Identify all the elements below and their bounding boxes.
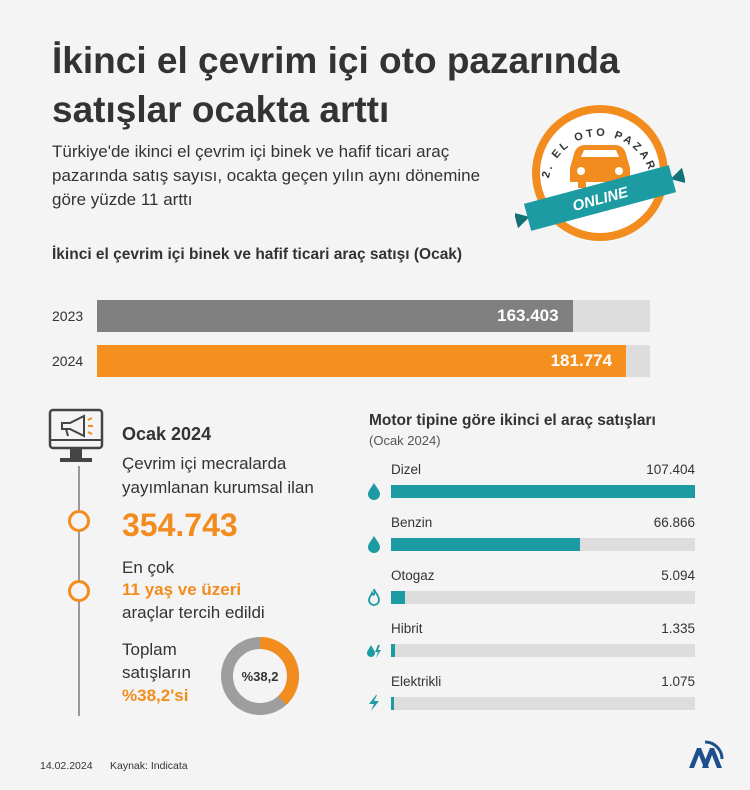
year-label-2024: 2024	[52, 353, 84, 369]
motor-label-0: Dizel	[391, 462, 422, 477]
hybrid-icon	[366, 641, 382, 659]
footer-date: 14.02.2024	[40, 760, 93, 772]
motor-bar-1	[391, 538, 581, 551]
timeline-dot-1	[68, 510, 90, 532]
motor-bar-track-0	[391, 485, 695, 498]
motor-value-4: 1.075	[661, 674, 695, 689]
motor-bar-4	[391, 697, 395, 710]
online-car-market-badge: 2. EL OTO PAZARI ONLINE	[515, 105, 685, 241]
motor-bar-3	[391, 644, 395, 657]
year-bar-track-2024: 181.774	[97, 345, 650, 377]
timeline-dot-2	[68, 580, 90, 602]
toplam-text-3: %38,2'si	[122, 686, 189, 705]
motor-chart-subtitle: (Ocak 2024)	[369, 433, 441, 448]
ilan-text: Çevrim içi mecralarda yayımlanan kurumsa…	[122, 454, 314, 497]
year-value-2024: 181.774	[550, 351, 613, 370]
page-subtitle: Türkiye'de ikinci el çevrim içi binek ve…	[52, 142, 481, 209]
encok-text-3: araçlar tercih edildi	[122, 603, 265, 622]
footer-source: Kaynak: Indicata	[110, 760, 188, 772]
motor-value-2: 5.094	[661, 568, 695, 583]
motor-label-2: Otogaz	[391, 568, 435, 583]
year-chart-title: İkinci el çevrim içi binek ve hafif tica…	[52, 246, 463, 263]
car-icon	[570, 145, 630, 188]
drop-icon	[366, 482, 382, 500]
year-bar-2023: 163.403	[97, 300, 573, 332]
year-bar-track-2023: 163.403	[97, 300, 650, 332]
encok-text-1: En çok	[122, 558, 174, 577]
title-line-1: İkinci el çevrim içi oto pazarında	[52, 40, 620, 81]
toplam-text-1: Toplam	[122, 640, 177, 659]
page-title: İkinci el çevrim içi oto pazarında satış…	[52, 36, 692, 134]
motor-value-0: 107.404	[646, 462, 695, 477]
motor-value-1: 66.866	[653, 515, 695, 530]
year-bar-2024: 181.774	[97, 345, 627, 377]
motor-bar-0	[391, 485, 695, 498]
toplam-text-2: satışların	[122, 663, 191, 682]
motor-label-3: Hibrit	[391, 621, 423, 636]
motor-bar-track-3	[391, 644, 695, 657]
motor-bar-track-2	[391, 591, 695, 604]
aa-logo-icon	[689, 740, 724, 768]
donut-share-slice	[221, 637, 299, 715]
donut-center-label: %38,2	[242, 669, 279, 684]
motor-label-1: Benzin	[391, 515, 433, 530]
motor-chart-title: Motor tipine göre ikinci el araç satışla…	[369, 412, 656, 429]
motor-bar-track-4	[391, 697, 695, 710]
ilan-value: 354.743	[122, 507, 238, 543]
title-line-2: satışlar ocakta arttı	[52, 89, 390, 130]
bolt-icon	[366, 694, 382, 712]
monitor-megaphone-icon	[48, 408, 104, 462]
share-donut-chart: %38,2	[221, 637, 299, 715]
flame-icon	[366, 588, 382, 606]
motor-label-4: Elektrikli	[391, 674, 442, 689]
year-value-2023: 163.403	[497, 306, 559, 325]
year-label-2023: 2023	[52, 308, 84, 324]
encok-text-2: 11 yaş ve üzeri	[122, 580, 242, 599]
motor-bar-2	[391, 591, 406, 604]
motor-bar-track-1	[391, 538, 695, 551]
ocak-title: Ocak 2024	[122, 424, 212, 444]
motor-value-3: 1.335	[661, 621, 695, 636]
drop-icon	[366, 535, 382, 553]
